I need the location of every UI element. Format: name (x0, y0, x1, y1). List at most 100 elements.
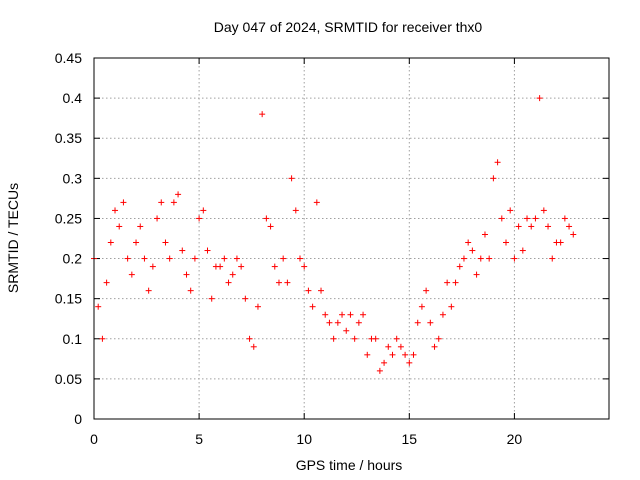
data-point (267, 223, 274, 230)
data-point (465, 239, 472, 246)
data-point (406, 359, 413, 366)
data-point (360, 311, 367, 318)
chart-title: Day 047 of 2024, SRMTID for receiver thx… (214, 19, 483, 35)
x-tick-label: 5 (195, 431, 203, 447)
data-point (107, 239, 114, 246)
data-point (133, 239, 140, 246)
data-point (103, 279, 110, 286)
data-point (339, 311, 346, 318)
data-point (561, 215, 568, 222)
data-point (120, 199, 127, 206)
data-point (490, 175, 497, 182)
data-point (545, 223, 552, 230)
data-point (410, 351, 417, 358)
data-point (393, 335, 400, 342)
x-tick-label: 15 (402, 431, 418, 447)
data-point (246, 335, 253, 342)
data-point (154, 215, 161, 222)
y-tick-label: 0.15 (55, 291, 82, 307)
data-point (288, 175, 295, 182)
data-point (221, 255, 228, 262)
data-point (389, 351, 396, 358)
data-point (271, 263, 278, 270)
data-point (515, 223, 522, 230)
data-point (423, 287, 430, 294)
data-point (183, 271, 190, 278)
data-point (179, 247, 186, 254)
data-point (414, 319, 421, 326)
data-point (284, 279, 291, 286)
y-axis-label: SRMTID / TECUs (5, 183, 21, 293)
data-point (170, 199, 177, 206)
data-point (347, 311, 354, 318)
data-point (343, 327, 350, 334)
data-point (503, 239, 509, 246)
data-point (128, 271, 135, 278)
data-point (418, 303, 425, 310)
data-point (145, 287, 152, 294)
data-point (280, 255, 287, 262)
data-point (158, 199, 165, 206)
data-point (263, 215, 270, 222)
data-point (149, 263, 156, 270)
data-point (473, 271, 480, 278)
data-point (208, 295, 215, 302)
data-point (301, 263, 308, 270)
data-point (141, 255, 148, 262)
data-point (524, 215, 531, 222)
data-point (112, 207, 119, 214)
data-point (444, 279, 451, 286)
data-point (498, 215, 505, 222)
data-point (376, 367, 383, 374)
x-tick-label: 20 (507, 431, 523, 447)
y-tick-label: 0.05 (55, 371, 82, 387)
data-point (427, 319, 434, 326)
data-point (351, 335, 358, 342)
data-point (200, 207, 207, 214)
data-point (137, 223, 144, 230)
data-point (557, 239, 564, 246)
data-point (448, 303, 455, 310)
data-point (439, 311, 446, 318)
y-tick-label: 0.3 (63, 170, 83, 186)
data-point (519, 247, 526, 254)
grid-lines (94, 58, 609, 419)
plot-frame (93, 57, 610, 420)
x-tick-label: 10 (296, 431, 312, 447)
data-point (364, 351, 371, 358)
data-point (452, 279, 459, 286)
y-tick-label: 0.4 (63, 90, 83, 106)
data-point (566, 223, 573, 230)
data-point (116, 223, 123, 230)
data-point (326, 319, 333, 326)
data-point (166, 255, 173, 262)
data-point (528, 223, 535, 230)
data-point (570, 231, 577, 238)
data-point (225, 279, 232, 286)
data-point (233, 255, 240, 262)
data-point (242, 295, 249, 302)
data-point (540, 207, 547, 214)
data-point (275, 279, 282, 286)
data-point (162, 239, 169, 246)
y-tick-label: 0.1 (63, 331, 83, 347)
data-point (532, 215, 539, 222)
data-points (91, 95, 577, 374)
data-point (250, 343, 257, 350)
data-point (309, 303, 316, 310)
data-point (305, 287, 312, 294)
x-axis-label: GPS time / hours (296, 457, 403, 473)
data-point (259, 111, 266, 118)
data-point (330, 335, 337, 342)
data-point (549, 255, 556, 262)
data-point (297, 255, 303, 262)
y-tick-label: 0.45 (55, 50, 82, 66)
data-point (318, 287, 325, 294)
y-tick-label: 0.2 (63, 251, 83, 267)
data-point (507, 207, 514, 214)
data-point (204, 247, 211, 254)
data-point (435, 335, 442, 342)
x-tick-label: 0 (90, 431, 98, 447)
data-point (397, 343, 404, 350)
